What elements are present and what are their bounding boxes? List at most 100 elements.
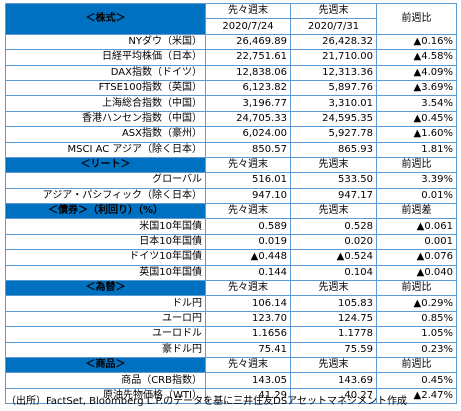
row-name: 商品（CRB指数） bbox=[5, 372, 206, 389]
row-value-prev1: 1.1778 bbox=[290, 326, 377, 343]
row-value-prev2: 3,196.77 bbox=[205, 95, 291, 112]
column-header-prev2: 先々週末 bbox=[205, 2, 291, 20]
table-row: グローバル 516.01 533.50 3.39% bbox=[5, 172, 457, 189]
table-row: 日本10年国債 0.019 0.020 0.001 bbox=[5, 233, 457, 251]
row-change: ▲0.061 bbox=[376, 218, 457, 235]
section-header-row: ＜債券＞（利回り）（%） 先々週末 先週末 前週差 bbox=[5, 203, 457, 220]
table-row: MSCI AC アジア（除く日本） 850.57 865.93 1.81% bbox=[5, 141, 457, 158]
row-change: ▲0.16% bbox=[376, 33, 457, 51]
row-value-prev2: 123.70 bbox=[205, 310, 291, 328]
row-value-prev2: 0.589 bbox=[205, 218, 291, 235]
row-value-prev2: 516.01 bbox=[205, 172, 291, 189]
table-row: DAX指数（ドイツ） 12,838.06 12,313.36 ▲4.09% bbox=[5, 64, 457, 81]
row-value-prev1: 12,313.36 bbox=[290, 64, 377, 81]
row-value-prev2: 143.05 bbox=[205, 372, 291, 389]
row-value-prev1: 105.83 bbox=[290, 295, 377, 312]
row-value-prev1: 5,927.78 bbox=[290, 126, 377, 143]
row-value-prev1: 865.93 bbox=[290, 141, 377, 158]
section-date-row: 2020/7/24 2020/7/31 bbox=[6, 18, 457, 35]
row-name: ASX指数（豪州） bbox=[5, 126, 206, 143]
row-change: 0.23% bbox=[376, 341, 457, 358]
row-name: アジア・パシフィック（除く日本） bbox=[5, 187, 206, 205]
table-row: 米国10年国債 0.589 0.528 ▲0.061 bbox=[5, 218, 457, 235]
row-change: ▲4.09% bbox=[376, 64, 457, 81]
row-value-prev1: 143.69 bbox=[290, 372, 377, 389]
row-change: 3.54% bbox=[376, 95, 457, 112]
column-header-prev2: 先々週末 bbox=[205, 280, 291, 297]
row-name: グローバル bbox=[5, 172, 206, 189]
table-row: ユーロドル 1.1656 1.1778 1.05% bbox=[5, 326, 457, 343]
row-value-prev2: 0.144 bbox=[205, 264, 291, 282]
row-name: 日本10年国債 bbox=[5, 233, 206, 251]
row-name: 日経平均株価（日本） bbox=[5, 49, 206, 66]
column-header-prev2: 先々週末 bbox=[205, 203, 291, 220]
row-change: ▲0.076 bbox=[376, 249, 457, 266]
row-name: ユーロ円 bbox=[5, 310, 206, 328]
row-change: ▲0.29% bbox=[376, 295, 457, 312]
column-header-prev1: 先週末 bbox=[290, 280, 377, 297]
row-change: ▲0.040 bbox=[376, 264, 457, 282]
market-table: ＜株式＞ 先々週末 先週末 前週比 2020/7/24 2020/7/31 NYダウ（米国）… bbox=[5, 2, 457, 405]
row-change: 0.01% bbox=[376, 187, 457, 205]
row-value-prev1: 3,310.01 bbox=[290, 95, 377, 112]
table-row: 香港ハンセン指数（中国） 24,705.33 24,595.35 ▲0.45% bbox=[5, 110, 457, 128]
row-name: NYダウ（米国） bbox=[5, 33, 206, 51]
row-value-prev1: 947.17 bbox=[290, 187, 377, 205]
row-change: ▲0.45% bbox=[376, 110, 457, 128]
column-header-change: 前週差 bbox=[376, 203, 457, 220]
column-header-change: 前週比 bbox=[376, 156, 457, 174]
row-change: ▲2.47% bbox=[376, 387, 457, 405]
row-change: ▲3.69% bbox=[376, 79, 457, 97]
row-name: ドイツ10年国債 bbox=[5, 249, 206, 266]
table-row: 原油先物価格（WTI） 41.29 40.27 ▲2.47% bbox=[5, 387, 457, 405]
row-value-prev1: 5,897.76 bbox=[290, 79, 377, 97]
row-change: 1.05% bbox=[376, 326, 457, 343]
column-header-prev1: 先週末 bbox=[290, 203, 377, 220]
row-value-prev1: 533.50 bbox=[290, 172, 377, 189]
section-header-row: ＜為替＞ 先々週末 先週末 前週比 bbox=[5, 280, 457, 297]
section-header-row: ＜株式＞ 先々週末 先週末 前週比 bbox=[5, 2, 457, 35]
row-value-prev2: 947.10 bbox=[205, 187, 291, 205]
table-row: NYダウ（米国） 26,469.89 26,428.32 ▲0.16% bbox=[5, 33, 457, 51]
table-row: アジア・パシフィック（除く日本） 947.10 947.17 0.01% bbox=[5, 187, 457, 205]
table-row: 商品（CRB指数） 143.05 143.69 0.45% bbox=[5, 372, 457, 389]
row-change: 3.39% bbox=[376, 172, 457, 189]
section-title: ＜為替＞ bbox=[5, 280, 206, 297]
section-title: ＜株式＞ bbox=[5, 3, 206, 35]
row-value-prev2: 850.57 bbox=[205, 141, 291, 158]
row-value-prev2: 75.41 bbox=[205, 341, 291, 358]
table-row: 英国10年国債 0.144 0.104 ▲0.040 bbox=[5, 264, 457, 282]
row-name: 香港ハンセン指数（中国） bbox=[5, 110, 206, 128]
table-row: ドル円 106.14 105.83 ▲0.29% bbox=[5, 295, 457, 312]
section-title: ＜商品＞ bbox=[5, 356, 206, 374]
row-name: ユーロドル bbox=[5, 326, 206, 343]
table-row: 豪ドル円 75.41 75.59 0.23% bbox=[5, 341, 457, 358]
row-change: 0.85% bbox=[376, 310, 457, 328]
row-value-prev2: 6,123.82 bbox=[205, 79, 291, 97]
row-change: 0.001 bbox=[376, 233, 457, 251]
column-header-change: 前週比 bbox=[376, 280, 457, 297]
row-value-prev2: 41.29 bbox=[205, 387, 291, 405]
column-header-prev1: 先週末 bbox=[290, 356, 377, 374]
column-header-prev1: 先週末 bbox=[290, 156, 377, 174]
row-name: MSCI AC アジア（除く日本） bbox=[5, 141, 206, 158]
row-value-prev1: 21,710.00 bbox=[290, 49, 377, 66]
row-change: ▲1.60% bbox=[376, 126, 457, 143]
row-value-prev2: ▲0.448 bbox=[205, 249, 291, 266]
table-row: ドイツ10年国債 ▲0.448 ▲0.524 ▲0.076 bbox=[5, 249, 457, 266]
table-row: ユーロ円 123.70 124.75 0.85% bbox=[5, 310, 457, 328]
column-header-change: 前週比 bbox=[376, 3, 457, 35]
row-name: FTSE100指数（英国） bbox=[5, 79, 206, 97]
row-name: DAX指数（ドイツ） bbox=[5, 64, 206, 81]
row-name: 上海総合指数（中国） bbox=[5, 95, 206, 112]
row-value-prev2: 26,469.89 bbox=[205, 33, 291, 51]
row-name: ドル円 bbox=[5, 295, 206, 312]
column-header-prev2: 先々週末 bbox=[205, 356, 291, 374]
row-change: ▲4.58% bbox=[376, 49, 457, 66]
row-value-prev2: 12,838.06 bbox=[205, 64, 291, 81]
row-value-prev2: 0.019 bbox=[205, 233, 291, 251]
table-row: 日経平均株価（日本） 22,751.61 21,710.00 ▲4.58% bbox=[5, 49, 457, 66]
row-value-prev2: 24,705.33 bbox=[205, 110, 291, 128]
row-value-prev2: 1.1656 bbox=[205, 326, 291, 343]
